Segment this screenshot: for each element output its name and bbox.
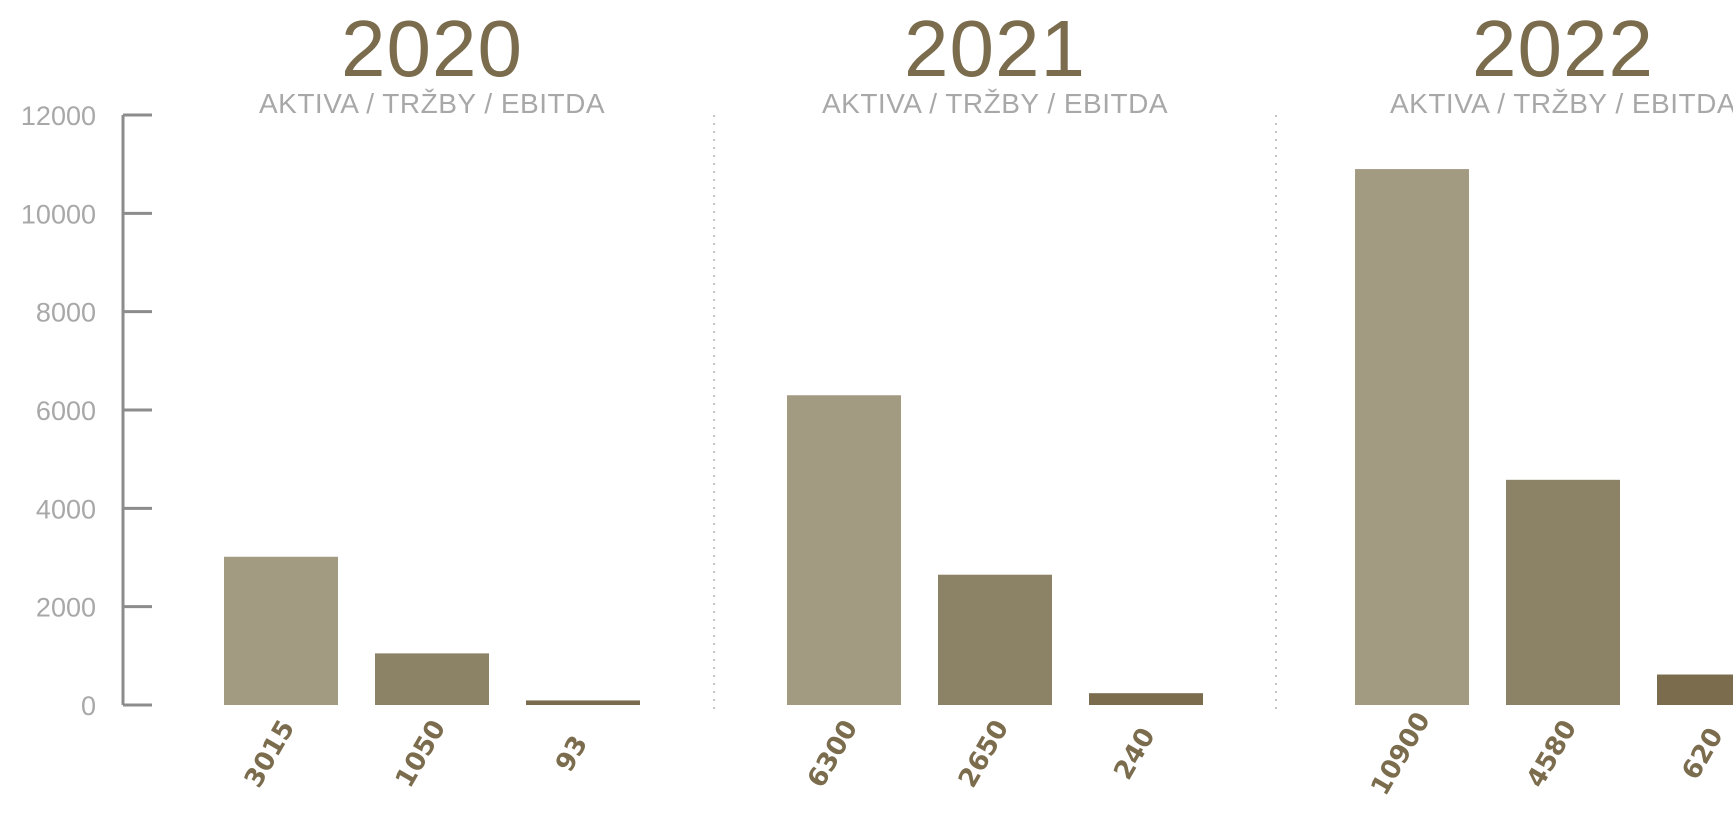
year-title: 2022	[1472, 4, 1654, 93]
year-title: 2021	[904, 4, 1086, 93]
bar	[1355, 169, 1469, 706]
bar-value-label: 1050	[390, 715, 452, 793]
bar-value-label: 4580	[1521, 715, 1583, 793]
y-tick-label: 2000	[36, 593, 96, 623]
bar	[224, 556, 338, 705]
bar-value-label: 6300	[802, 715, 864, 793]
bar-value-label: 93	[550, 731, 594, 777]
y-tick-label: 6000	[36, 396, 96, 426]
bar-value-label: 3015	[239, 715, 301, 793]
year-title: 2020	[341, 4, 523, 93]
y-tick-label: 4000	[36, 494, 96, 524]
bar	[1506, 479, 1620, 705]
y-tick-label: 8000	[36, 298, 96, 328]
y-tick-label: 12000	[21, 101, 96, 131]
group-subtitle: AKTIVA / TRŽBY / EBITDA	[1390, 88, 1733, 119]
group-subtitle: AKTIVA / TRŽBY / EBITDA	[822, 88, 1168, 119]
bar	[375, 653, 489, 705]
bar	[1657, 674, 1733, 705]
bar	[1089, 693, 1203, 705]
bar	[526, 700, 640, 705]
bar-value-label: 240	[1109, 723, 1162, 785]
bar-value-label: 2650	[953, 715, 1015, 793]
y-tick-label: 0	[81, 691, 96, 721]
group-subtitle: AKTIVA / TRŽBY / EBITDA	[259, 88, 605, 119]
bar-value-label: 620	[1677, 723, 1730, 785]
bar	[938, 574, 1052, 705]
y-tick-label: 10000	[21, 199, 96, 229]
bar	[787, 395, 901, 705]
bar-value-label: 10900	[1365, 707, 1436, 800]
